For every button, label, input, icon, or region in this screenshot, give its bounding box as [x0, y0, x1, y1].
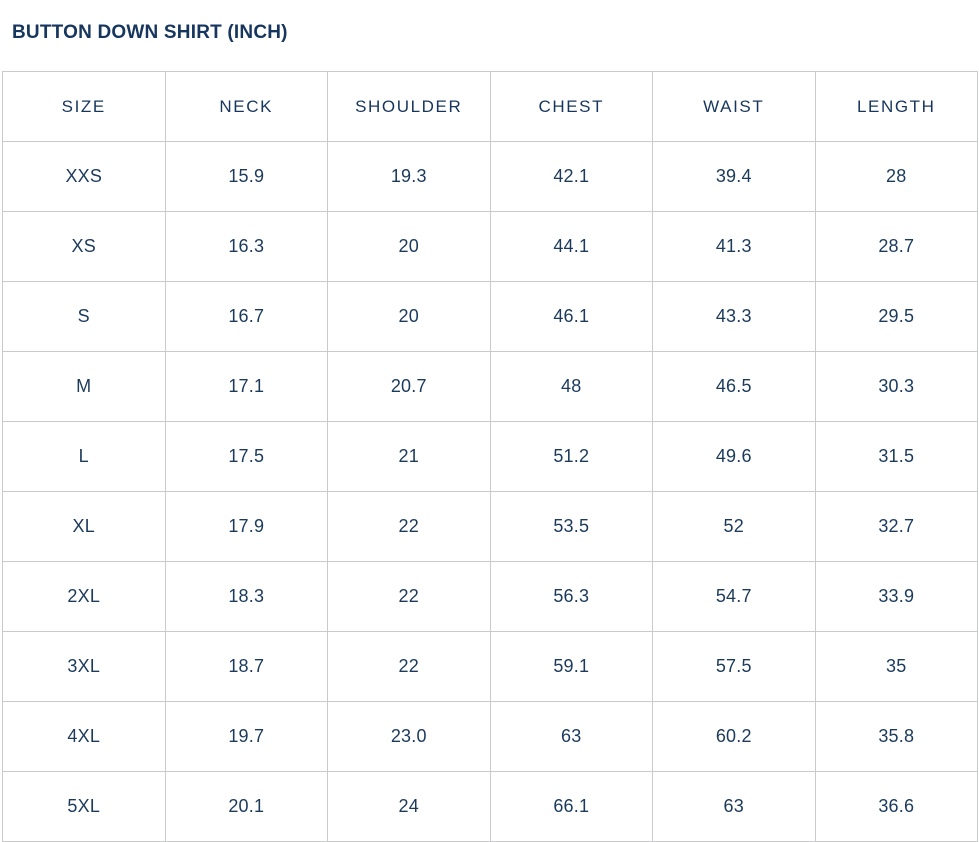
table-header: SIZE NECK SHOULDER CHEST WAIST LENGTH [2, 71, 978, 142]
cell-shoulder: 22 [327, 491, 491, 562]
table-body: XXS 15.9 19.3 42.1 39.4 28 XS 16.3 20 44.1 41.3 28.… [2, 141, 978, 842]
cell-size-label: 5XL [2, 771, 166, 842]
table-row: XXS 15.9 19.3 42.1 39.4 28 [2, 141, 978, 212]
cell-size-label: XL [2, 491, 166, 562]
cell-neck: 17.5 [164, 421, 328, 492]
cell-length: 29.5 [814, 281, 978, 352]
cell-waist: 39.4 [652, 141, 816, 212]
cell-size-label: XXS [2, 141, 166, 212]
column-header-chest: CHEST [489, 71, 653, 142]
cell-shoulder: 23.0 [327, 701, 491, 772]
cell-neck: 20.1 [164, 771, 328, 842]
cell-chest: 44.1 [489, 211, 653, 282]
cell-waist: 52 [652, 491, 816, 562]
cell-size-label: 2XL [2, 561, 166, 632]
cell-size-label: 3XL [2, 631, 166, 702]
cell-neck: 15.9 [164, 141, 328, 212]
cell-shoulder: 22 [327, 561, 491, 632]
cell-chest: 46.1 [489, 281, 653, 352]
cell-length: 28.7 [814, 211, 978, 282]
cell-neck: 17.9 [164, 491, 328, 562]
cell-waist: 54.7 [652, 561, 816, 632]
cell-waist: 43.3 [652, 281, 816, 352]
column-header-length: LENGTH [814, 71, 978, 142]
cell-shoulder: 20 [327, 281, 491, 352]
cell-shoulder: 20 [327, 211, 491, 282]
table-row: XS 16.3 20 44.1 41.3 28.7 [2, 211, 978, 282]
column-header-size: SIZE [2, 71, 166, 142]
column-header-neck: NECK [164, 71, 328, 142]
table-row: 4XL 19.7 23.0 63 60.2 35.8 [2, 701, 978, 772]
table-row: 5XL 20.1 24 66.1 63 36.6 [2, 771, 978, 842]
cell-neck: 18.3 [164, 561, 328, 632]
cell-length: 32.7 [814, 491, 978, 562]
cell-waist: 49.6 [652, 421, 816, 492]
cell-length: 35 [814, 631, 978, 702]
cell-length: 30.3 [814, 351, 978, 422]
cell-size-label: S [2, 281, 166, 352]
cell-chest: 53.5 [489, 491, 653, 562]
cell-chest: 42.1 [489, 141, 653, 212]
cell-chest: 66.1 [489, 771, 653, 842]
cell-waist: 41.3 [652, 211, 816, 282]
cell-chest: 59.1 [489, 631, 653, 702]
cell-shoulder: 22 [327, 631, 491, 702]
table-row: 2XL 18.3 22 56.3 54.7 33.9 [2, 561, 978, 632]
cell-length: 33.9 [814, 561, 978, 632]
table-row: M 17.1 20.7 48 46.5 30.3 [2, 351, 978, 422]
cell-length: 35.8 [814, 701, 978, 772]
cell-shoulder: 20.7 [327, 351, 491, 422]
cell-shoulder: 19.3 [327, 141, 491, 212]
cell-waist: 63 [652, 771, 816, 842]
cell-length: 36.6 [814, 771, 978, 842]
cell-length: 31.5 [814, 421, 978, 492]
table-row: S 16.7 20 46.1 43.3 29.5 [2, 281, 978, 352]
cell-chest: 51.2 [489, 421, 653, 492]
cell-neck: 17.1 [164, 351, 328, 422]
cell-neck: 18.7 [164, 631, 328, 702]
cell-size-label: 4XL [2, 701, 166, 772]
table-row: 3XL 18.7 22 59.1 57.5 35 [2, 631, 978, 702]
cell-neck: 16.3 [164, 211, 328, 282]
cell-size-label: XS [2, 211, 166, 282]
cell-chest: 56.3 [489, 561, 653, 632]
column-header-shoulder: SHOULDER [327, 71, 491, 142]
cell-neck: 16.7 [164, 281, 328, 352]
cell-waist: 60.2 [652, 701, 816, 772]
cell-length: 28 [814, 141, 978, 212]
size-chart-table-container: SIZE NECK SHOULDER CHEST WAIST LENGTH XXS 15.9… [2, 71, 978, 842]
cell-chest: 63 [489, 701, 653, 772]
cell-waist: 57.5 [652, 631, 816, 702]
cell-chest: 48 [489, 351, 653, 422]
cell-shoulder: 21 [327, 421, 491, 492]
page-title: BUTTON DOWN SHIRT (INCH) [12, 22, 288, 43]
table-row: L 17.5 21 51.2 49.6 31.5 [2, 421, 978, 492]
cell-size-label: M [2, 351, 166, 422]
header-row: SIZE NECK SHOULDER CHEST WAIST LENGTH [2, 71, 978, 142]
column-header-waist: WAIST [652, 71, 816, 142]
cell-shoulder: 24 [327, 771, 491, 842]
cell-size-label: L [2, 421, 166, 492]
cell-waist: 46.5 [652, 351, 816, 422]
cell-neck: 19.7 [164, 701, 328, 772]
table-row: XL 17.9 22 53.5 52 32.7 [2, 491, 978, 562]
size-chart-table: SIZE NECK SHOULDER CHEST WAIST LENGTH XXS 15.9… [2, 71, 978, 842]
